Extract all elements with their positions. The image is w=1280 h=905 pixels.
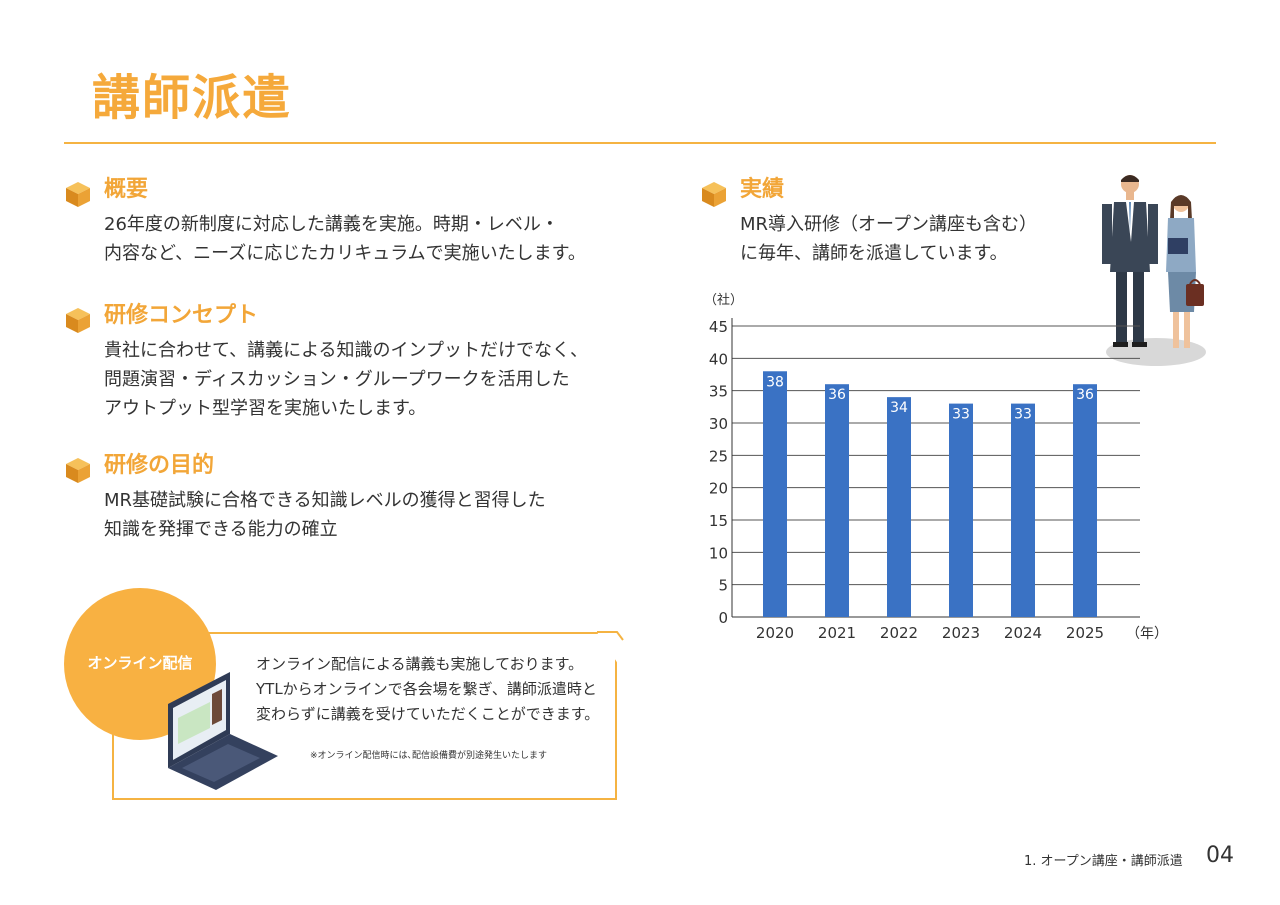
box-corner — [597, 631, 624, 641]
y-tick-label: 30 — [709, 415, 728, 433]
section-purpose: 研修の目的 MR基礎試験に合格できる知識レベルの獲得と習得した 知識を発揮できる… — [64, 452, 664, 544]
section-body: MR導入研修（オープン講座も含む） に毎年、講師を派遣しています。 — [740, 214, 1037, 264]
y-tick-label: 25 — [709, 447, 728, 465]
cube-icon — [66, 458, 90, 483]
section-body: 26年度の新制度に対応した講義を実施。時期・レベル・ 内容など、ニーズに応じたカ… — [104, 214, 586, 264]
data-label: 36 — [828, 387, 846, 403]
x-tick-label: 2020 — [756, 624, 794, 642]
online-note: ※オンライン配信時には､配信設備費が別途発生いたします — [310, 751, 548, 761]
x-tick-label: 2021 — [818, 624, 856, 642]
laptop-icon — [168, 672, 278, 790]
x-tick-label: 2022 — [880, 624, 918, 642]
section-results: 実績 MR導入研修（オープン講座も含む） に毎年、講師を派遣しています。 — [700, 176, 1100, 268]
x-tick-label: 2023 — [942, 624, 980, 642]
bar — [763, 371, 787, 617]
section-title: 研修コンセプト — [104, 303, 259, 328]
bar — [1073, 384, 1097, 617]
y-axis-label: （社） — [704, 292, 743, 308]
section-overview: 概要 26年度の新制度に対応した講義を実施。時期・レベル・ 内容など、ニーズに応… — [64, 176, 664, 268]
y-tick-label: 35 — [709, 383, 728, 401]
section-title: 研修の目的 — [104, 453, 215, 478]
y-tick-label: 45 — [709, 318, 728, 336]
online-description: オンライン配信による講義も実施しております。 YTLからオンラインで各会場を繋ぎ… — [256, 655, 600, 723]
title-divider — [64, 142, 1216, 144]
section-title: 概要 — [104, 177, 149, 202]
data-label: 38 — [766, 374, 784, 390]
cube-icon — [702, 182, 726, 207]
data-label: 34 — [890, 400, 908, 416]
y-tick-label: 0 — [718, 609, 728, 627]
section-concept: 研修コンセプト 貴社に合わせて、講義による知識のインプットだけでなく、 問題演習… — [64, 302, 664, 423]
online-badge-label: オンライン配信 — [87, 654, 193, 672]
x-tick-label: 2025 — [1066, 624, 1104, 642]
footer-section-label: 1. オープン講座・講師派遣 — [1024, 854, 1183, 869]
x-axis-label: （年） — [1126, 626, 1168, 642]
cube-icon — [66, 308, 90, 333]
data-label: 33 — [1014, 407, 1032, 423]
bar-chart: 051015202530354045（社）（年）3820203620213420… — [704, 292, 1168, 642]
y-tick-label: 10 — [709, 544, 728, 562]
page-number: 04 — [1206, 843, 1234, 868]
data-label: 33 — [952, 407, 970, 423]
bar — [949, 403, 973, 617]
bar — [1011, 403, 1035, 617]
section-body: 貴社に合わせて、講義による知識のインプットだけでなく、 問題演習・ディスカッショ… — [104, 340, 589, 419]
y-tick-label: 15 — [709, 512, 728, 530]
bar — [825, 384, 849, 617]
y-tick-label: 40 — [709, 350, 728, 368]
section-body: MR基礎試験に合格できる知識レベルの獲得と習得した 知識を発揮できる能力の確立 — [104, 490, 546, 540]
cube-icon — [66, 182, 90, 207]
section-title: 実績 — [740, 177, 785, 202]
x-tick-label: 2024 — [1004, 624, 1042, 642]
bar — [887, 397, 911, 617]
y-tick-label: 20 — [709, 480, 728, 498]
business-people-illustration — [1102, 175, 1206, 366]
y-tick-label: 5 — [718, 577, 728, 595]
data-label: 36 — [1076, 387, 1094, 403]
page-title: 講師派遣 — [92, 70, 293, 126]
